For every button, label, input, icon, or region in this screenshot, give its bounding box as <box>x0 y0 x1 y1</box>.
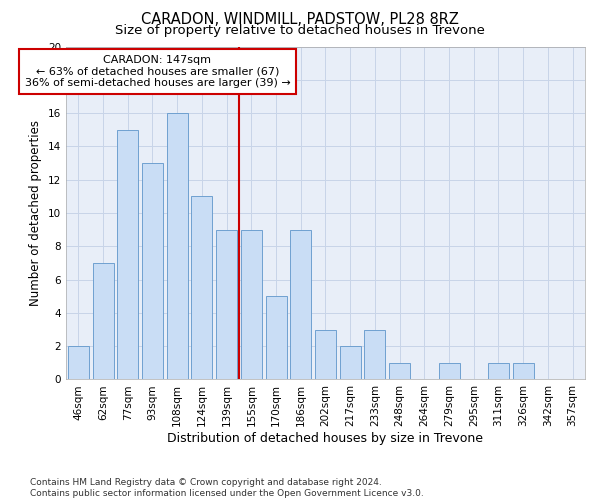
Bar <box>439 363 460 380</box>
Bar <box>142 163 163 380</box>
Bar <box>167 113 188 380</box>
Bar <box>488 363 509 380</box>
Y-axis label: Number of detached properties: Number of detached properties <box>29 120 42 306</box>
Bar <box>315 330 336 380</box>
Bar <box>68 346 89 380</box>
Bar <box>340 346 361 380</box>
Bar <box>266 296 287 380</box>
Text: Contains HM Land Registry data © Crown copyright and database right 2024.
Contai: Contains HM Land Registry data © Crown c… <box>30 478 424 498</box>
Bar <box>92 263 113 380</box>
Text: Size of property relative to detached houses in Trevone: Size of property relative to detached ho… <box>115 24 485 37</box>
Bar <box>216 230 237 380</box>
Bar <box>364 330 385 380</box>
X-axis label: Distribution of detached houses by size in Trevone: Distribution of detached houses by size … <box>167 432 484 445</box>
Bar <box>117 130 138 380</box>
Bar <box>191 196 212 380</box>
Bar <box>290 230 311 380</box>
Bar <box>241 230 262 380</box>
Text: CARADON, WINDMILL, PADSTOW, PL28 8RZ: CARADON, WINDMILL, PADSTOW, PL28 8RZ <box>141 12 459 28</box>
Bar <box>513 363 534 380</box>
Text: CARADON: 147sqm
← 63% of detached houses are smaller (67)
36% of semi-detached h: CARADON: 147sqm ← 63% of detached houses… <box>25 55 290 88</box>
Bar <box>389 363 410 380</box>
